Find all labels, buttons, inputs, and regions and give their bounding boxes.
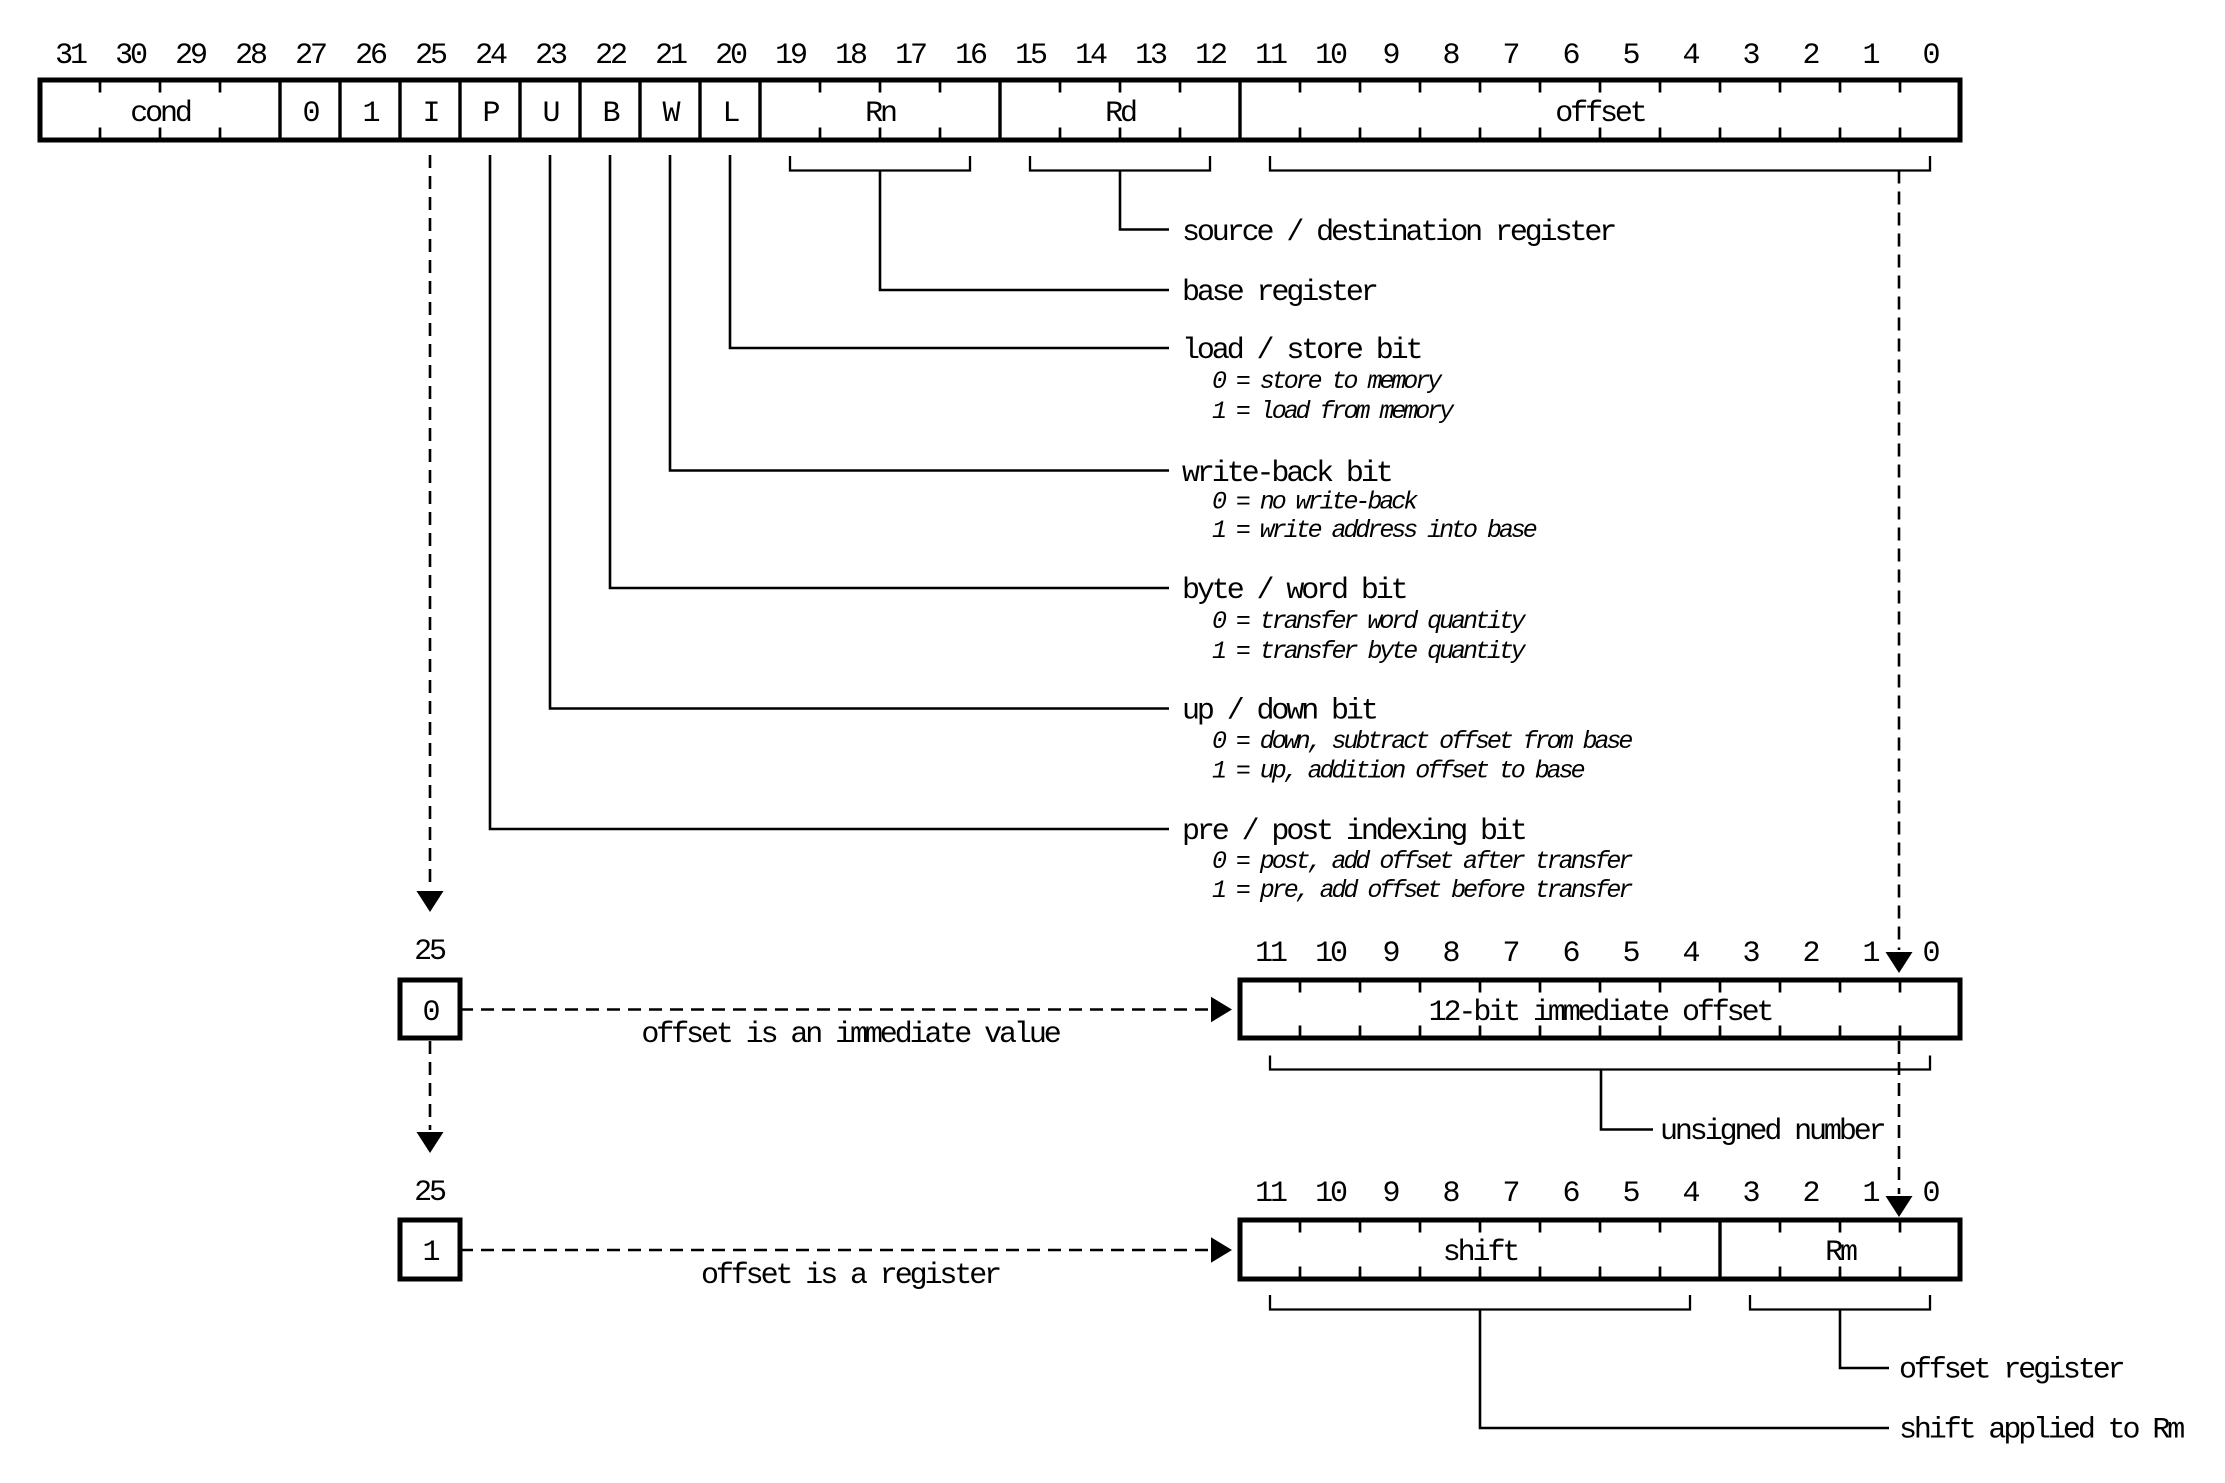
svg-text:9: 9 bbox=[1383, 937, 1399, 971]
svg-text:10: 10 bbox=[1315, 937, 1347, 971]
svg-text:23: 23 bbox=[535, 39, 567, 73]
svg-text:offset: offset bbox=[1555, 97, 1645, 131]
svg-text:base register: base register bbox=[1182, 276, 1377, 310]
svg-text:Rn: Rn bbox=[865, 97, 896, 131]
svg-text:26: 26 bbox=[355, 39, 387, 73]
svg-text:4: 4 bbox=[1683, 937, 1700, 971]
svg-text:28: 28 bbox=[235, 39, 267, 73]
svg-text:I: I bbox=[423, 97, 439, 131]
svg-text:17: 17 bbox=[895, 39, 926, 73]
svg-text:1: 1 bbox=[1863, 937, 1880, 971]
svg-text:P: P bbox=[483, 97, 500, 131]
svg-text:0: 0 bbox=[1923, 39, 1940, 73]
svg-text:0: 0 bbox=[1923, 1177, 1940, 1211]
svg-text:13: 13 bbox=[1135, 39, 1167, 73]
svg-text:9: 9 bbox=[1383, 1177, 1399, 1211]
svg-text:3: 3 bbox=[1743, 39, 1760, 73]
svg-text:1 = transfer byte quantity: 1 = transfer byte quantity bbox=[1212, 637, 1527, 666]
svg-text:offset is a register: offset is a register bbox=[701, 1259, 1000, 1293]
svg-text:1 = pre, add offset before tra: 1 = pre, add offset before transfer bbox=[1212, 876, 1633, 905]
svg-text:29: 29 bbox=[175, 39, 206, 73]
svg-text:1 = load from memory: 1 = load from memory bbox=[1212, 397, 1455, 426]
svg-text:5: 5 bbox=[1623, 1177, 1640, 1211]
svg-text:shift: shift bbox=[1443, 1236, 1518, 1270]
svg-text:5: 5 bbox=[1623, 937, 1640, 971]
svg-text:11: 11 bbox=[1255, 39, 1287, 73]
svg-text:8: 8 bbox=[1443, 937, 1460, 971]
svg-text:31: 31 bbox=[55, 39, 87, 73]
svg-text:0 = transfer word quantity: 0 = transfer word quantity bbox=[1212, 607, 1527, 636]
svg-text:16: 16 bbox=[955, 39, 987, 73]
svg-text:11: 11 bbox=[1255, 1177, 1287, 1211]
svg-text:25: 25 bbox=[414, 935, 446, 969]
svg-text:pre / post indexing bit: pre / post indexing bit bbox=[1182, 815, 1525, 849]
svg-text:1 = up, addition offset to bas: 1 = up, addition offset to base bbox=[1212, 757, 1585, 786]
svg-text:7: 7 bbox=[1503, 1177, 1519, 1211]
svg-text:1: 1 bbox=[423, 1236, 440, 1270]
svg-text:0: 0 bbox=[1923, 937, 1940, 971]
svg-text:10: 10 bbox=[1315, 39, 1347, 73]
svg-text:byte / word bit: byte / word bit bbox=[1182, 574, 1406, 608]
svg-text:9: 9 bbox=[1383, 39, 1399, 73]
svg-text:source / destination register: source / destination register bbox=[1182, 216, 1615, 250]
svg-text:cond: cond bbox=[130, 97, 191, 131]
svg-text:4: 4 bbox=[1683, 39, 1700, 73]
svg-text:8: 8 bbox=[1443, 1177, 1460, 1211]
svg-text:L: L bbox=[723, 97, 740, 131]
svg-text:2: 2 bbox=[1803, 937, 1819, 971]
svg-text:5: 5 bbox=[1623, 39, 1640, 73]
svg-text:18: 18 bbox=[835, 39, 867, 73]
svg-text:1: 1 bbox=[363, 97, 380, 131]
svg-text:14: 14 bbox=[1075, 39, 1107, 73]
svg-text:2: 2 bbox=[1803, 1177, 1819, 1211]
svg-text:0: 0 bbox=[423, 996, 440, 1030]
svg-text:2: 2 bbox=[1803, 39, 1819, 73]
svg-text:22: 22 bbox=[595, 39, 626, 73]
svg-text:write-back bit: write-back bit bbox=[1182, 457, 1391, 491]
svg-text:1 = write address into base: 1 = write address into base bbox=[1212, 516, 1537, 545]
svg-text:B: B bbox=[603, 97, 620, 131]
svg-text:3: 3 bbox=[1743, 937, 1760, 971]
svg-text:20: 20 bbox=[715, 39, 747, 73]
svg-text:25: 25 bbox=[415, 39, 447, 73]
svg-text:load / store bit: load / store bit bbox=[1182, 334, 1421, 368]
svg-text:25: 25 bbox=[414, 1176, 446, 1210]
svg-text:21: 21 bbox=[655, 39, 687, 73]
svg-text:7: 7 bbox=[1503, 937, 1519, 971]
svg-text:10: 10 bbox=[1315, 1177, 1347, 1211]
svg-text:27: 27 bbox=[295, 39, 326, 73]
svg-text:unsigned number: unsigned number bbox=[1660, 1115, 1885, 1149]
svg-text:15: 15 bbox=[1015, 39, 1047, 73]
svg-text:6: 6 bbox=[1563, 39, 1580, 73]
svg-text:12: 12 bbox=[1195, 39, 1226, 73]
svg-text:7: 7 bbox=[1503, 39, 1519, 73]
svg-text:6: 6 bbox=[1563, 937, 1580, 971]
svg-text:0: 0 bbox=[303, 97, 320, 131]
svg-text:11: 11 bbox=[1255, 937, 1287, 971]
svg-text:30: 30 bbox=[115, 39, 147, 73]
svg-text:shift applied to Rm: shift applied to Rm bbox=[1899, 1414, 2184, 1448]
svg-text:1: 1 bbox=[1863, 1177, 1880, 1211]
svg-text:offset register: offset register bbox=[1899, 1354, 2124, 1388]
svg-text:0 = post, add offset after tra: 0 = post, add offset after transfer bbox=[1212, 847, 1633, 876]
svg-text:offset is an immediate value: offset is an immediate value bbox=[641, 1018, 1060, 1052]
svg-text:24: 24 bbox=[475, 39, 507, 73]
svg-text:12-bit immediate offset: 12-bit immediate offset bbox=[1429, 996, 1772, 1030]
svg-text:U: U bbox=[543, 97, 559, 131]
svg-text:8: 8 bbox=[1443, 39, 1460, 73]
svg-text:4: 4 bbox=[1683, 1177, 1700, 1211]
svg-text:0 = store to memory: 0 = store to memory bbox=[1212, 367, 1443, 396]
svg-text:Rd: Rd bbox=[1105, 97, 1136, 131]
svg-text:19: 19 bbox=[775, 39, 806, 73]
svg-text:3: 3 bbox=[1743, 1177, 1760, 1211]
svg-text:6: 6 bbox=[1563, 1177, 1580, 1211]
svg-text:0 = no write-back: 0 = no write-back bbox=[1212, 488, 1418, 517]
svg-text:Rm: Rm bbox=[1825, 1236, 1857, 1270]
svg-text:0 = down, subtract offset from: 0 = down, subtract offset from base bbox=[1212, 727, 1632, 756]
svg-text:up / down bit: up / down bit bbox=[1182, 695, 1376, 729]
svg-text:1: 1 bbox=[1863, 39, 1880, 73]
